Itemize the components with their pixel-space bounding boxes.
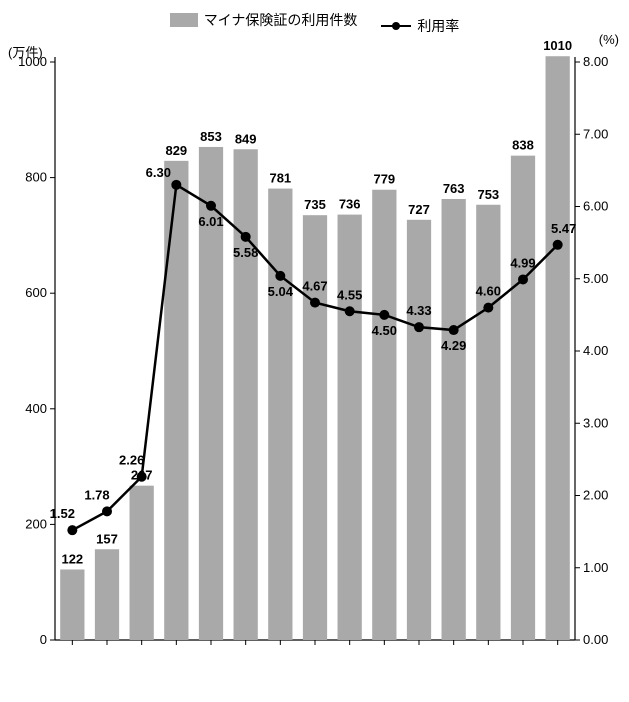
- line-value-label: 4.29: [441, 338, 466, 353]
- y-right-label: 3.00: [583, 415, 608, 430]
- bar: [338, 215, 362, 640]
- y-right-label: 6.00: [583, 199, 608, 214]
- line-value-label: 1.52: [50, 506, 75, 521]
- y-right-label: 0.00: [583, 632, 608, 647]
- line-value-label: 6.01: [198, 214, 223, 229]
- bar: [442, 199, 466, 640]
- bar: [95, 549, 119, 640]
- line-marker: [379, 310, 389, 320]
- bar: [546, 56, 570, 640]
- line-marker: [553, 240, 563, 250]
- y-right-label: 4.00: [583, 343, 608, 358]
- bar-value-label: 1010: [543, 38, 572, 53]
- y-left-label: 800: [25, 170, 47, 185]
- line-marker: [102, 506, 112, 516]
- line-value-label: 4.67: [302, 279, 327, 294]
- legend-item-line: 利用率: [381, 16, 459, 36]
- y-right-label: 2.00: [583, 488, 608, 503]
- bar-value-label: 736: [339, 197, 361, 212]
- bar: [407, 220, 431, 640]
- bar: [60, 569, 84, 640]
- y-left-unit: (万件): [8, 42, 43, 61]
- line-value-label: 1.78: [84, 487, 109, 502]
- line-value-label: 5.04: [268, 284, 294, 299]
- bar: [268, 189, 292, 640]
- bar-value-label: 781: [269, 171, 291, 186]
- bar-value-label: 779: [373, 172, 395, 187]
- bar-value-label: 753: [477, 187, 499, 202]
- bar: [476, 205, 500, 640]
- line-value-label: 6.30: [146, 165, 171, 180]
- line-value-label: 5.47: [551, 221, 576, 236]
- line-marker: [483, 303, 493, 313]
- y-left-label: 400: [25, 401, 47, 416]
- line-value-label: 5.58: [233, 245, 258, 260]
- bar-value-label: 157: [96, 531, 118, 546]
- legend: マイナ保険証の利用件数 利用率: [0, 10, 629, 36]
- line-value-label: 4.50: [372, 323, 397, 338]
- bar-value-label: 838: [512, 138, 534, 153]
- line-marker: [414, 322, 424, 332]
- legend-bar-label: マイナ保険証の利用件数: [204, 10, 358, 30]
- line-value-label: 4.99: [510, 255, 535, 270]
- bar-value-label: 849: [235, 131, 257, 146]
- line-marker: [449, 325, 459, 335]
- y-left-label: 0: [40, 632, 47, 647]
- line-value-label: 4.60: [476, 284, 501, 299]
- bar: [130, 486, 154, 640]
- line-value-label: 2.26: [119, 453, 144, 468]
- bar: [372, 190, 396, 640]
- bar-value-label: 853: [200, 129, 222, 144]
- legend-item-bars: マイナ保険証の利用件数: [170, 10, 358, 30]
- bar-value-label: 763: [443, 181, 465, 196]
- y-left-label: 200: [25, 516, 47, 531]
- y-right-unit: (%): [599, 32, 619, 47]
- line-marker: [171, 180, 181, 190]
- line-marker: [518, 274, 528, 284]
- bar: [234, 149, 258, 640]
- y-right-label: 7.00: [583, 126, 608, 141]
- y-right-label: 8.00: [583, 54, 608, 69]
- legend-line-swatch: [381, 19, 411, 33]
- bar: [164, 161, 188, 640]
- y-right-label: 5.00: [583, 271, 608, 286]
- chart-svg: 020040060080010000.001.002.003.004.005.0…: [0, 0, 629, 702]
- legend-line-label: 利用率: [417, 16, 459, 36]
- line-marker: [345, 306, 355, 316]
- bar-value-label: 829: [165, 143, 187, 158]
- line-value-label: 4.33: [406, 303, 431, 318]
- combo-chart: マイナ保険証の利用件数 利用率 (万件) (%) 0 200 400 600 800 10…: [0, 0, 629, 702]
- bar-value-label: 727: [408, 202, 430, 217]
- legend-bar-swatch: [170, 13, 198, 27]
- line-marker: [67, 525, 77, 535]
- y-left-label: 600: [25, 285, 47, 300]
- bar-value-label: 735: [304, 197, 326, 212]
- y-right-label: 1.00: [583, 560, 608, 575]
- line-marker: [310, 298, 320, 308]
- line-marker: [275, 271, 285, 281]
- line-value-label: 4.55: [337, 287, 362, 302]
- bar: [511, 156, 535, 640]
- line-marker: [137, 472, 147, 482]
- line-marker: [206, 201, 216, 211]
- bar-value-label: 122: [61, 551, 83, 566]
- line-marker: [241, 232, 251, 242]
